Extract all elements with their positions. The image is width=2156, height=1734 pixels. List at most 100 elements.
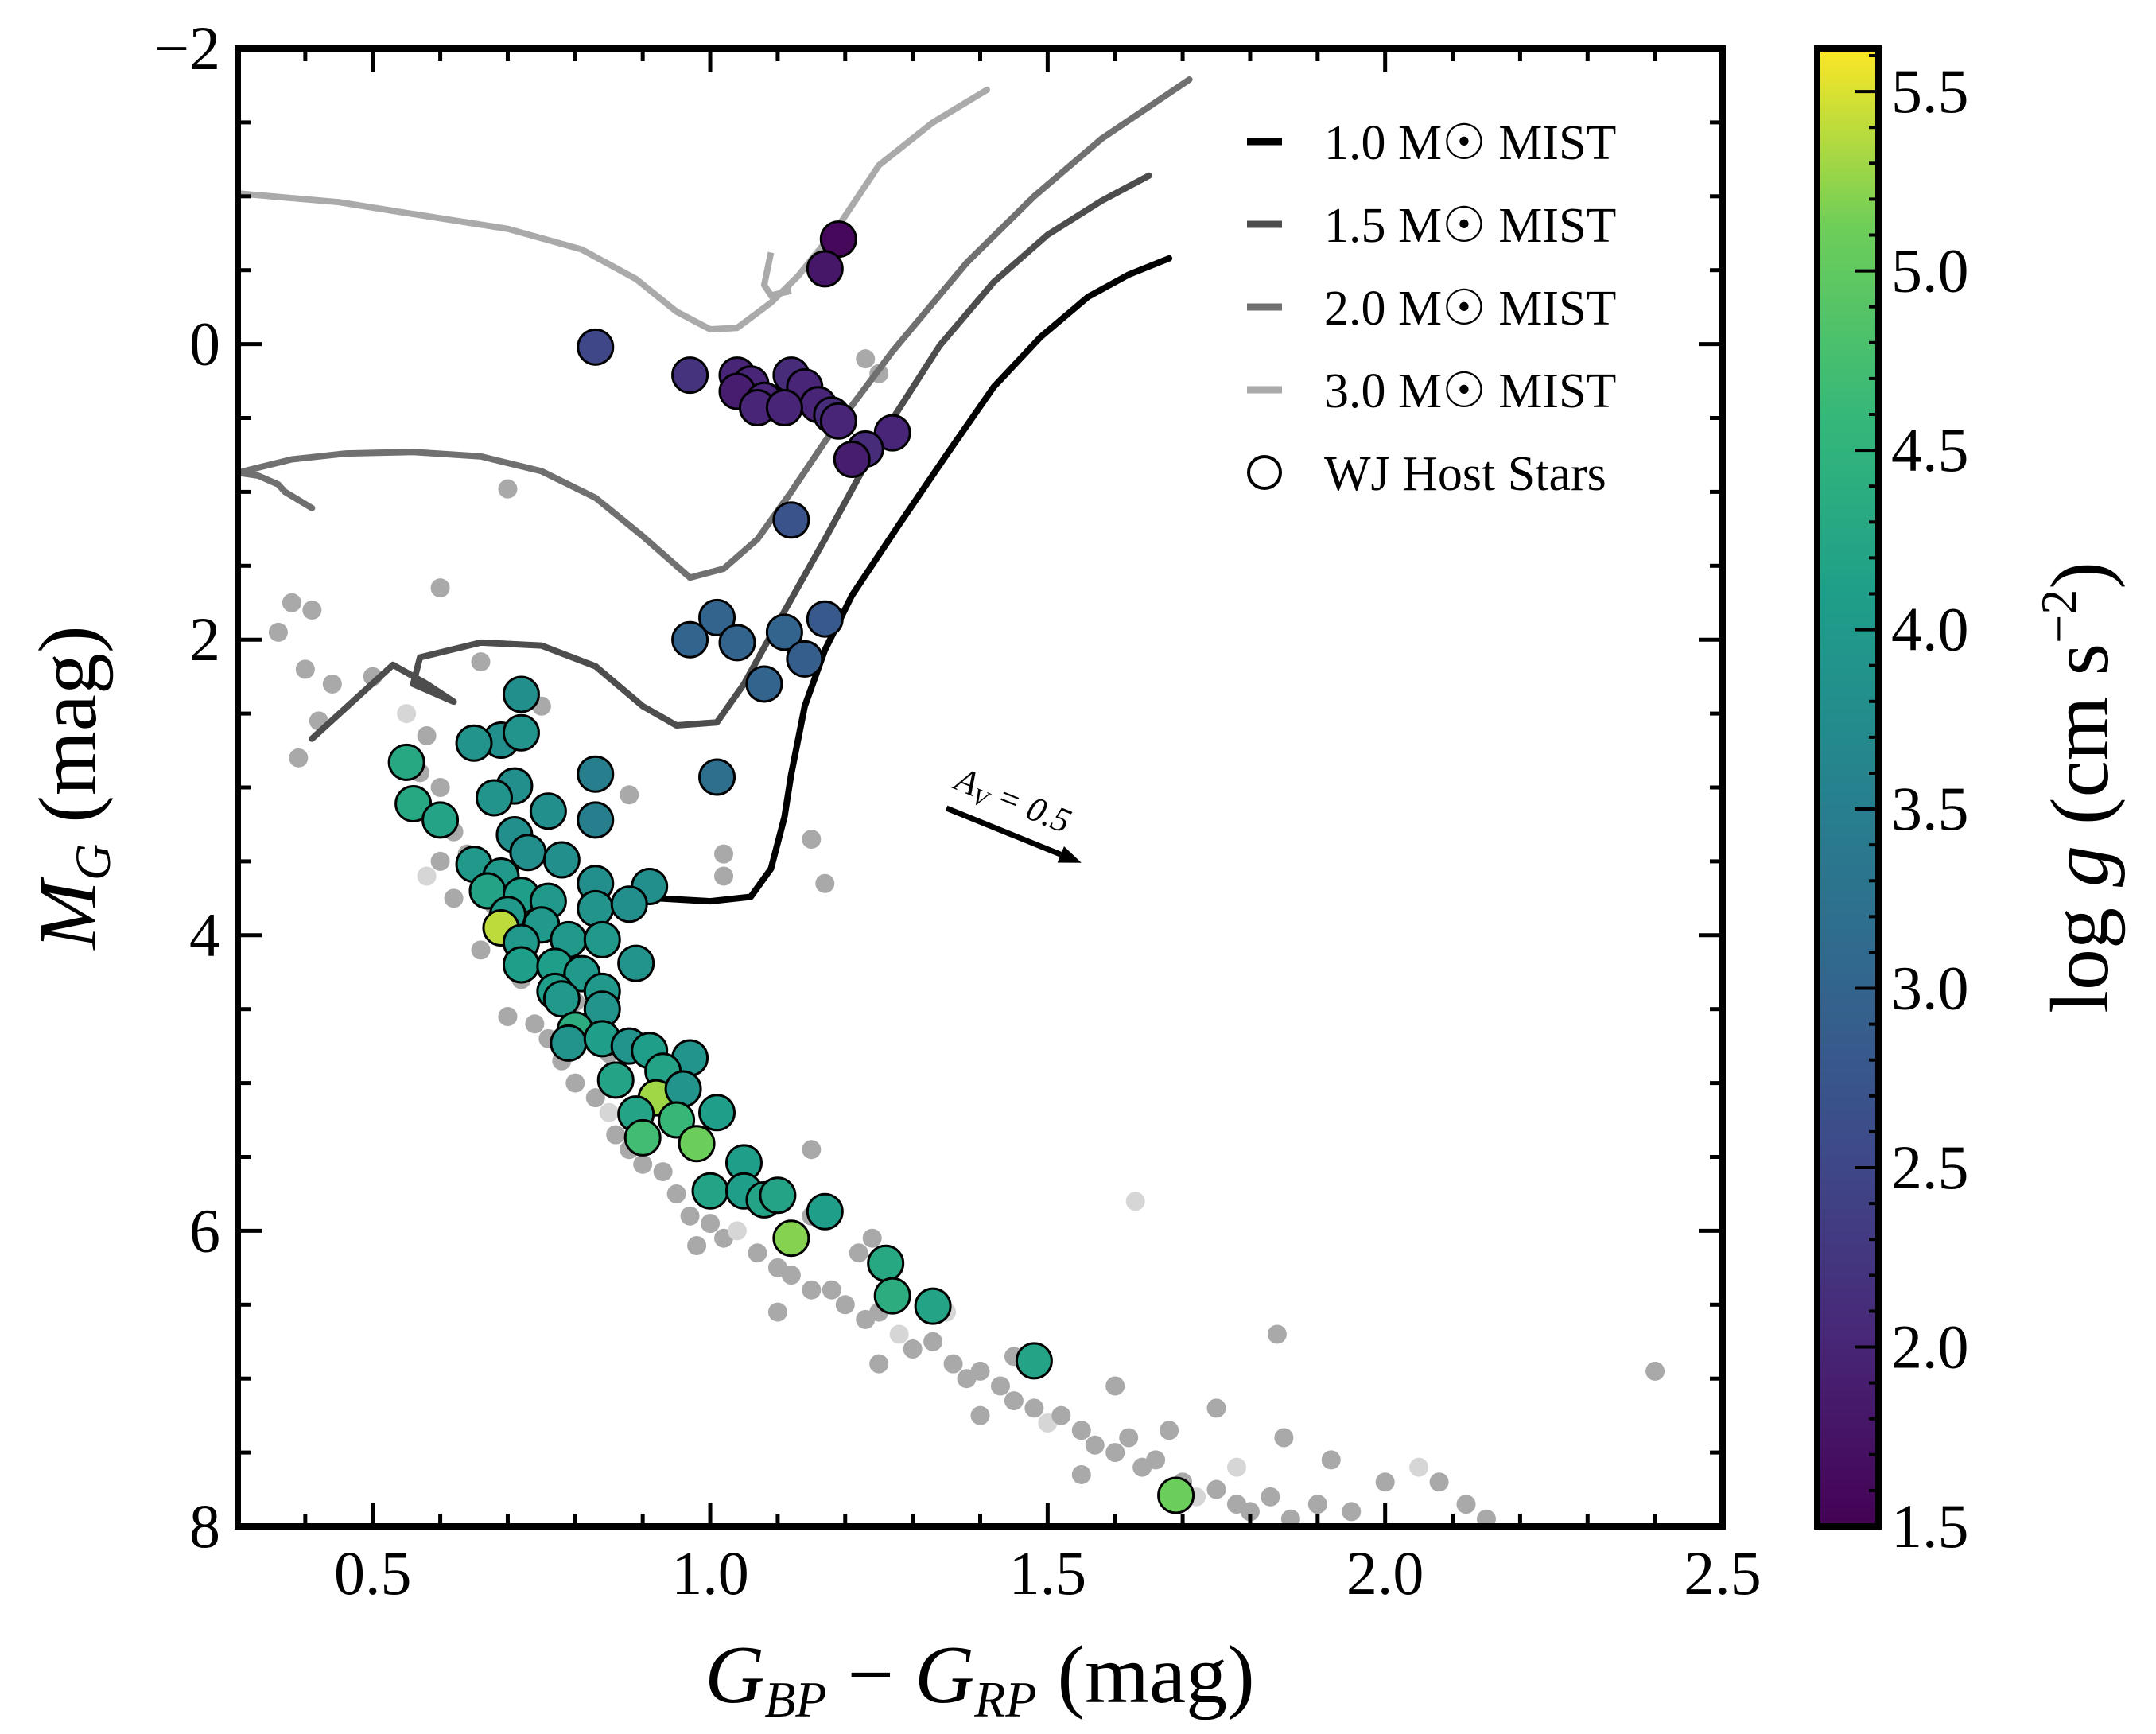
field-star-point <box>1119 1428 1139 1448</box>
field-star-point <box>1476 1509 1496 1526</box>
field-star-point <box>1125 1192 1145 1211</box>
field-star-point <box>815 873 835 893</box>
host-star-point <box>765 613 803 651</box>
colorbar <box>1814 45 1882 1530</box>
host-star-point <box>455 724 493 762</box>
field-star-point <box>680 1206 700 1226</box>
field-star-point <box>923 1332 943 1351</box>
field-star-point <box>903 1339 923 1359</box>
host-star-point <box>1015 1342 1053 1380</box>
field-star-point <box>1071 1421 1091 1440</box>
field-star-point <box>701 1214 721 1234</box>
field-star-point <box>1261 1487 1280 1507</box>
field-star-point <box>1004 1391 1024 1411</box>
host-star-point <box>502 713 540 752</box>
colorbar-ticks: 1.5 2.0 2.5 3.0 3.5 4.0 4.5 5.0 5.5 <box>1855 54 1969 1561</box>
x-tick-label: 1.5 <box>1009 1538 1087 1608</box>
field-star-point <box>849 1243 868 1263</box>
isochrone-line <box>238 87 990 332</box>
field-star-point <box>430 578 450 598</box>
colorbar-tick-label: 2.0 <box>1891 1312 1969 1382</box>
field-star-point <box>444 888 464 908</box>
colorbar-tick-label: 4.0 <box>1891 595 1969 664</box>
host-star-point <box>765 388 803 426</box>
field-star-point <box>1321 1450 1341 1470</box>
field-star-point <box>714 866 734 886</box>
field-star-point <box>862 1228 882 1248</box>
isochrone-line <box>309 172 1152 742</box>
host-star-point <box>671 356 709 395</box>
host-star-point <box>833 441 871 479</box>
field-star-point <box>471 940 491 960</box>
legend-entry-label: 1.5 M☉ MIST <box>1324 199 1616 253</box>
field-star-point <box>889 1324 909 1344</box>
isochrone-hook <box>760 251 792 299</box>
field-star-point <box>856 349 876 369</box>
host-star-point <box>806 1192 844 1231</box>
host-star-point <box>718 624 756 662</box>
colorbar-tick-label: 3.0 <box>1891 954 1969 1023</box>
host-star-point <box>786 640 824 678</box>
y-tick-label: 4 <box>189 900 220 970</box>
host-star-point <box>577 889 615 927</box>
host-star-point <box>394 784 433 822</box>
host-star-point <box>529 792 567 830</box>
host-star-point <box>596 1061 635 1099</box>
field-star-point <box>498 1006 518 1026</box>
x-tick-label: 2.5 <box>1684 1538 1762 1608</box>
field-star-point <box>1429 1472 1449 1492</box>
host-star-point <box>658 1101 696 1139</box>
y-tick-label: 2 <box>189 605 220 674</box>
isochrone-line <box>238 76 1193 581</box>
field-star-point <box>430 778 450 797</box>
field-star-point <box>1105 1443 1125 1463</box>
host-star-point <box>806 600 844 638</box>
field-star-point <box>606 1125 626 1145</box>
host-star-point <box>914 1287 952 1325</box>
colorbar-tick-label: 1.5 <box>1891 1491 1969 1561</box>
extinction-arrow-line <box>945 805 1062 857</box>
y-tick-label: −2 <box>154 14 220 83</box>
field-star-point <box>322 674 342 694</box>
field-star-point <box>869 1354 889 1374</box>
host-star-point <box>678 1125 716 1163</box>
host-star-point <box>550 1024 588 1062</box>
field-star-point <box>1240 1502 1260 1522</box>
field-star-point <box>1267 1324 1287 1344</box>
host-star-point <box>610 885 648 923</box>
field-star-point <box>417 725 437 745</box>
field-star-point <box>585 1088 605 1108</box>
field-star-point <box>430 851 450 871</box>
field-star-point <box>748 1243 767 1263</box>
field-star-point <box>835 1295 855 1315</box>
host-star-point <box>502 675 540 713</box>
host-star-point <box>698 598 736 636</box>
field-star-point <box>781 1266 801 1285</box>
y-tick-label: 8 <box>189 1491 220 1561</box>
y-tick-label: 6 <box>189 1196 220 1265</box>
x-tick-label: 1.0 <box>671 1538 749 1608</box>
field-star-point <box>1206 1479 1226 1499</box>
host-star-point <box>772 1219 810 1258</box>
field-star-point <box>1105 1376 1125 1396</box>
y-tick-label: 0 <box>189 309 220 379</box>
legend-marker-host-stars <box>1247 455 1282 490</box>
host-star-point <box>691 1172 729 1210</box>
host-star-point <box>577 755 615 793</box>
field-star-point <box>471 652 491 672</box>
host-star-point <box>698 758 736 796</box>
host-star-point <box>421 801 460 839</box>
field-star-point <box>289 748 309 768</box>
host-star-point <box>867 1244 905 1282</box>
colorbar-tick-label: 2.5 <box>1891 1133 1969 1202</box>
field-star-point <box>620 785 639 805</box>
x-tick-label: 0.5 <box>334 1538 412 1608</box>
host-star-point <box>542 841 581 879</box>
field-star-point <box>1146 1450 1166 1470</box>
x-tick-label: 2.0 <box>1346 1538 1424 1608</box>
field-star-point <box>1071 1464 1091 1484</box>
field-star-point <box>1280 1509 1300 1526</box>
field-star-point <box>1375 1472 1395 1492</box>
x-axis-label: GBP − GRP (mag) <box>705 1629 1255 1728</box>
field-star-point <box>397 704 417 724</box>
